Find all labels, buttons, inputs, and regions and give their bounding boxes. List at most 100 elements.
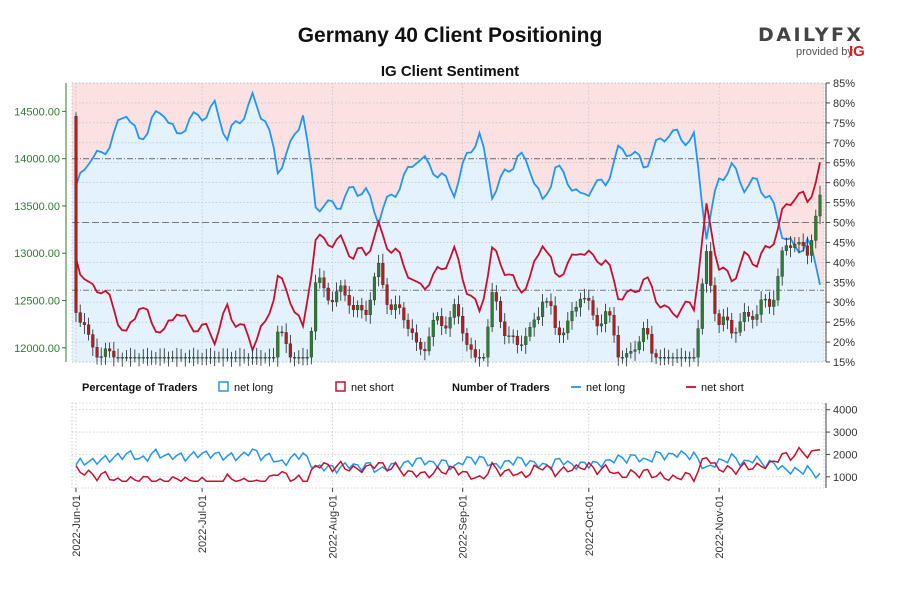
candle-body (431, 320, 435, 337)
candle-body (641, 328, 646, 342)
candle-body (360, 305, 364, 311)
candle-body (284, 332, 288, 344)
left-tick-label: 14500.00 (14, 106, 60, 118)
chart-subtitle: IG Client Sentiment (380, 63, 520, 80)
candle-body (511, 335, 515, 337)
candle-body (700, 283, 704, 329)
candle-body (183, 357, 187, 359)
brand-wordmark: DAILYFX (758, 24, 864, 46)
candle-body (255, 357, 259, 359)
net-short-count-line (75, 446, 821, 483)
candle-body (263, 357, 267, 359)
candle-body (494, 292, 498, 302)
candle-body (318, 277, 322, 283)
candle-body (137, 357, 141, 359)
candle-body (545, 301, 549, 303)
candle-body (229, 357, 234, 359)
candle-body (250, 357, 255, 359)
candle-body (393, 304, 398, 310)
candle-body (477, 357, 482, 359)
candle-body (280, 331, 284, 334)
candle-body (734, 332, 738, 334)
candlesticks (74, 112, 822, 367)
candle-body (498, 301, 503, 322)
candle-body (520, 344, 524, 346)
candle-body (528, 327, 532, 337)
candle-body (507, 335, 511, 337)
plot-frame (71, 82, 825, 363)
candle-body (683, 357, 688, 359)
right-tick-label: 15% (833, 357, 855, 369)
candle-body (667, 357, 671, 359)
candle-body (738, 321, 742, 333)
candle-body (746, 312, 751, 317)
candle-body (276, 331, 280, 358)
candle-body (566, 320, 570, 334)
candle-body (309, 331, 313, 358)
candle-body (95, 347, 99, 358)
candle-body (389, 304, 393, 310)
candle-body (557, 327, 561, 336)
candle-body (751, 316, 755, 320)
candle-body (301, 357, 305, 359)
candle-body (414, 332, 419, 343)
price-sentiment-panel: 12000.00 12500.00 13000.00 13500.00 14000.00… (14, 78, 855, 369)
x-tick-label: 2022-Sep-01 (458, 495, 470, 559)
x-tick-label: 2022-Oct-01 (584, 495, 596, 556)
candle-body (721, 316, 725, 325)
candle-body (448, 317, 452, 329)
candle-body (246, 357, 250, 359)
candle-body (427, 336, 431, 352)
candle-body (103, 348, 107, 357)
candle-body (486, 326, 490, 358)
x-tick-label: 2022-Jul-01 (197, 495, 209, 553)
candle-body (343, 285, 347, 296)
right-tick-label: 75% (833, 118, 855, 130)
candle-body (314, 282, 318, 332)
left-tick-label: 12000.00 (14, 343, 60, 355)
candle-body (196, 357, 200, 359)
candle-body (709, 251, 713, 286)
candle-body (82, 322, 86, 325)
candle-body (587, 297, 591, 301)
candle-body (267, 357, 271, 359)
candle-body (381, 262, 385, 285)
candle-body (553, 305, 557, 328)
candle-body (116, 357, 120, 359)
candle-body (259, 357, 263, 359)
candle-body (503, 321, 507, 337)
candle-body (419, 342, 423, 350)
candle-body (347, 295, 351, 306)
candle-body (423, 349, 427, 352)
lower-right-tick-label: 2000 (833, 449, 857, 461)
right-tick-label: 85% (833, 78, 855, 90)
candle-body (91, 334, 95, 348)
net-long-area (72, 93, 824, 362)
legend-pct-long-swatch (218, 381, 229, 392)
candle-body (730, 320, 734, 334)
lower-right-tick-label: 1000 (833, 472, 857, 484)
candle-body (524, 336, 528, 345)
candle-body (755, 314, 759, 320)
chart-title: Germany 40 Client Positioning (297, 24, 603, 47)
candle-body (377, 262, 381, 278)
left-tick-label: 12500.00 (14, 296, 60, 308)
candle-body (225, 357, 229, 359)
candle-body (692, 357, 696, 359)
candle-body (356, 305, 360, 310)
candle-body (351, 305, 355, 310)
candle-body (297, 357, 301, 359)
candle-body (784, 245, 788, 251)
candle-body (591, 300, 595, 316)
legend-pct-short-label: net short (351, 382, 394, 394)
right-tick-label: 80% (833, 98, 855, 110)
candle-body (402, 307, 406, 321)
candle-body (776, 276, 780, 301)
net-long-count-line (75, 448, 821, 480)
candle-body (217, 357, 221, 359)
right-tick-label: 60% (833, 178, 855, 190)
candle-body (145, 357, 150, 359)
candle-body (372, 276, 376, 301)
candle-body (288, 343, 292, 358)
candle-body (625, 353, 629, 358)
